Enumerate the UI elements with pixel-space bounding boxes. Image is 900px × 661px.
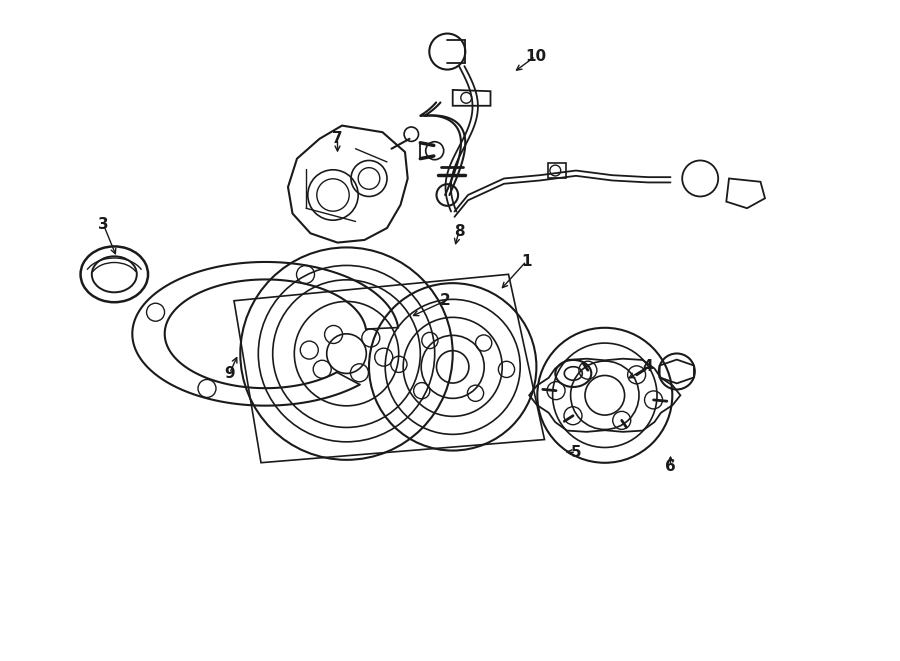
Text: 1: 1	[521, 254, 532, 268]
Text: 4: 4	[643, 360, 653, 374]
Text: 10: 10	[525, 49, 546, 63]
Text: 9: 9	[224, 366, 235, 381]
Text: 8: 8	[454, 224, 464, 239]
Text: 5: 5	[571, 446, 581, 460]
Text: 2: 2	[440, 293, 451, 308]
Text: 3: 3	[98, 217, 109, 232]
Text: 6: 6	[665, 459, 676, 473]
Text: 7: 7	[332, 132, 343, 146]
